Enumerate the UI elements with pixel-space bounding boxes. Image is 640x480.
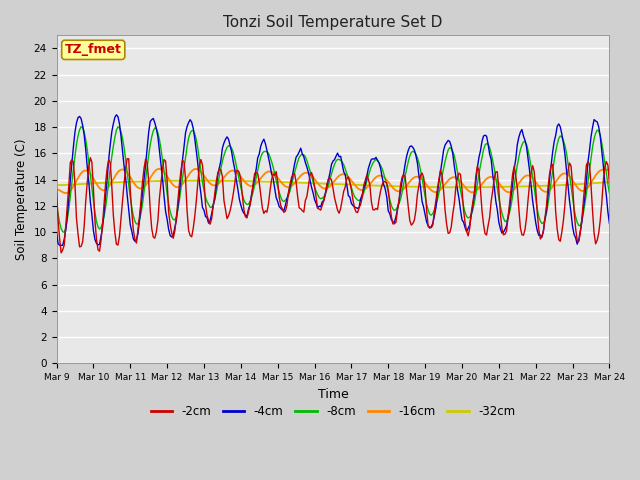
- Y-axis label: Soil Temperature (C): Soil Temperature (C): [15, 139, 28, 260]
- Text: TZ_fmet: TZ_fmet: [65, 43, 122, 56]
- Legend: -2cm, -4cm, -8cm, -16cm, -32cm: -2cm, -4cm, -8cm, -16cm, -32cm: [146, 401, 520, 423]
- X-axis label: Time: Time: [317, 388, 348, 401]
- Title: Tonzi Soil Temperature Set D: Tonzi Soil Temperature Set D: [223, 15, 443, 30]
